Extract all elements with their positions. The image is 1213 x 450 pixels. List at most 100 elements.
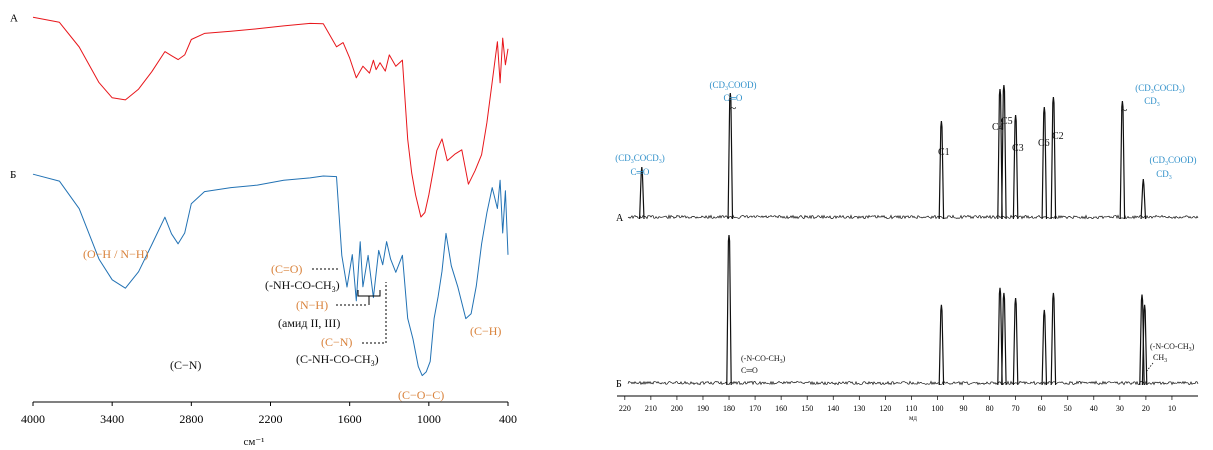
nmr-x-tick-label: 50 bbox=[1064, 404, 1072, 413]
nmr-x-tick-label: 200 bbox=[671, 404, 683, 413]
ir-x-tick-label: 3400 bbox=[100, 412, 124, 426]
nmr-label-nco-2: C═O bbox=[741, 366, 758, 375]
nmr-peak bbox=[1050, 96, 1057, 220]
ir-bracket-amide bbox=[357, 290, 381, 305]
nmr-label-acid-co: (CD3COOD) bbox=[710, 80, 757, 92]
ir-annotation-coc: (C−O−C) bbox=[398, 388, 444, 402]
nmr-label-c6: C6 bbox=[1038, 138, 1050, 149]
ir-annotation-nh: (N−H) bbox=[296, 298, 328, 312]
nmr-peak bbox=[1141, 304, 1148, 386]
nmr-x-tick-label: 90 bbox=[960, 404, 968, 413]
nmr-peak bbox=[1001, 292, 1007, 386]
ir-annotation-cn: (C−N) bbox=[321, 335, 352, 349]
nmr-tilde-acetone: ~ bbox=[1121, 103, 1128, 117]
nmr-x-tick-label: 210 bbox=[645, 404, 657, 413]
nmr-peak bbox=[1119, 100, 1126, 220]
nmr-label-acetone-co: (CD3COCD3) bbox=[615, 153, 665, 165]
nmr-label-c1: C1 bbox=[938, 147, 950, 158]
nmr-peak bbox=[726, 235, 732, 386]
nmr-x-tick-label: 160 bbox=[775, 404, 787, 413]
nmr-series bbox=[627, 84, 1199, 386]
nmr-b-labels: (-N-CO-CH3) C═O (-N-CO-CH3) CH3 bbox=[741, 342, 1195, 375]
ir-x-tick-label: 4000 bbox=[21, 412, 45, 426]
ir-series-labels: АБ bbox=[10, 12, 18, 181]
nmr-label-nco-4: CH3 bbox=[1153, 353, 1167, 364]
ir-series-line bbox=[32, 173, 509, 377]
nmr-label-acid-cd3: (CD3COOD) bbox=[1150, 155, 1197, 167]
nmr-peak bbox=[1041, 309, 1048, 386]
nmr-peak bbox=[1050, 292, 1057, 386]
nmr-x-tick-label: 70 bbox=[1012, 404, 1020, 413]
nmr-peak bbox=[1001, 84, 1007, 220]
nmr-x-tick-label: 40 bbox=[1090, 404, 1098, 413]
nmr-x-tick-label: 220 bbox=[619, 404, 631, 413]
ir-x-tick-label: 2200 bbox=[259, 412, 283, 426]
ir-x-tick-label: 400 bbox=[499, 412, 517, 426]
nmr-leader-ch3 bbox=[1145, 362, 1154, 373]
ir-annotation-nhcoch3: (-NH-CO-CH3) bbox=[265, 278, 340, 294]
nmr-label-c3: C3 bbox=[1012, 143, 1024, 154]
nmr-peak bbox=[1041, 106, 1048, 220]
nmr-x-tick-label: 180 bbox=[723, 404, 735, 413]
nmr-peak bbox=[1140, 178, 1147, 220]
nmr-label-nco-1: (-N-CO-CH3) bbox=[741, 354, 786, 365]
nmr-label-acid-co-2: C═O bbox=[724, 93, 743, 103]
nmr-x-tick-label: 120 bbox=[879, 404, 891, 413]
ir-series bbox=[32, 16, 509, 377]
ir-series-line bbox=[32, 16, 509, 218]
nmr-x-tick-label: 140 bbox=[827, 404, 839, 413]
nmr-x-tick-label: 190 bbox=[697, 404, 709, 413]
nmr-peak bbox=[938, 304, 945, 386]
nmr-x-tick-label: 150 bbox=[801, 404, 813, 413]
ir-x-tick-label: 2800 bbox=[179, 412, 203, 426]
nmr-x-tick-label: 80 bbox=[986, 404, 994, 413]
ir-ticks: 4000 3400 2800 2200 1600 1000 400 bbox=[21, 402, 517, 426]
nmr-axis: 220 210 200 190 180 170 160 150 140 130 120 110 100 9… bbox=[617, 395, 1198, 422]
nmr-x-tick-label: 10 bbox=[1168, 404, 1176, 413]
nmr-peak-labels: C1 C4 C5 C3 C6 C2 bbox=[938, 116, 1064, 158]
nmr-x-tick-label: 60 bbox=[1038, 404, 1046, 413]
ir-annotations: (O−H / N−H) (C=O) (-NH-CO-CH3) (N−H) (ам… bbox=[83, 247, 501, 402]
nmr-solvent-labels: (CD3COCD3) C═O (CD3COOD) C═O ~ (CD3COCD3… bbox=[615, 80, 1196, 181]
nmr-baseline bbox=[627, 380, 1199, 386]
ir-axis: 4000 3400 2800 2200 1600 1000 400 см⁻¹ bbox=[21, 401, 517, 448]
nmr-x-axis-label: мд bbox=[909, 414, 917, 422]
nmr-series-label: А bbox=[616, 213, 624, 224]
nmr-spectrum-chart: 220 210 200 190 180 170 160 150 140 130 120 110 100 9… bbox=[615, 80, 1199, 422]
nmr-label-acetone-cd3: (CD3COCD3) bbox=[1135, 83, 1185, 95]
ir-spectrum-chart: 4000 3400 2800 2200 1600 1000 400 см⁻¹ АБ (O−H… bbox=[10, 12, 517, 448]
nmr-series-labels: АБ bbox=[616, 213, 624, 390]
nmr-x-tick-label: 20 bbox=[1142, 404, 1150, 413]
nmr-peak bbox=[727, 92, 734, 220]
ir-annotation-cnh: (C-NH-CO-CH3) bbox=[296, 352, 379, 368]
nmr-ticks: 220 210 200 190 180 170 160 150 140 130 120 110 100 9… bbox=[619, 396, 1176, 413]
ir-annotation-oh-nh: (O−H / N−H) bbox=[83, 247, 149, 261]
ir-series-label: Б bbox=[10, 169, 16, 181]
nmr-series-label: Б bbox=[616, 379, 622, 390]
nmr-x-tick-label: 110 bbox=[906, 404, 918, 413]
ir-series-label: А bbox=[10, 12, 18, 24]
ir-x-tick-label: 1600 bbox=[338, 412, 362, 426]
nmr-label-acid-cd3-2: CD3 bbox=[1156, 169, 1172, 181]
ir-leader-cn bbox=[362, 282, 387, 344]
nmr-x-tick-label: 170 bbox=[749, 404, 761, 413]
nmr-x-tick-label: 100 bbox=[931, 404, 943, 413]
nmr-peak bbox=[1012, 297, 1019, 386]
ir-annotation-amide: (амид II, III) bbox=[278, 316, 340, 330]
ir-annotation-co-amide: (C=O) bbox=[271, 262, 302, 276]
nmr-label-c2: C2 bbox=[1052, 131, 1064, 142]
ir-annotation-cn-left: (C−N) bbox=[170, 358, 201, 372]
nmr-label-c5: C5 bbox=[1001, 116, 1013, 127]
nmr-baseline bbox=[627, 214, 1199, 220]
nmr-peak bbox=[1012, 114, 1019, 220]
nmr-tilde-acid: ~ bbox=[730, 101, 737, 115]
nmr-peak bbox=[997, 287, 1003, 386]
nmr-peak bbox=[639, 166, 645, 220]
nmr-x-tick-label: 30 bbox=[1116, 404, 1124, 413]
ir-x-axis-label: см⁻¹ bbox=[244, 436, 265, 448]
nmr-peak bbox=[997, 88, 1003, 220]
nmr-label-acetone-co-2: C═O bbox=[631, 167, 650, 177]
nmr-peak bbox=[938, 120, 945, 220]
nmr-label-acetone-cd3-2: CD3 bbox=[1144, 96, 1160, 108]
ir-x-tick-label: 1000 bbox=[417, 412, 441, 426]
